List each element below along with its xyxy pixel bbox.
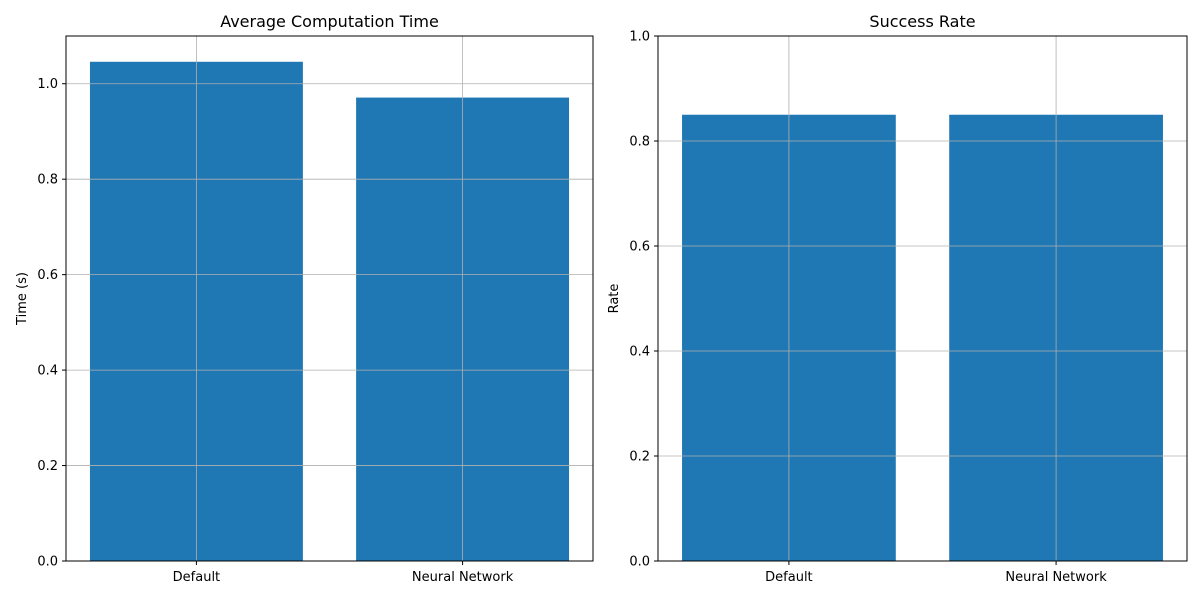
y-tick-label-0-2: 0.4 [37, 364, 58, 379]
x-tick-label-0-0: Default [173, 570, 221, 585]
chart-title-0: Average Computation Time [220, 12, 439, 31]
y-axis-label-0: Time (s) [15, 272, 30, 326]
y-tick-label-1-1: 0.2 [629, 450, 650, 465]
chart-title-1: Success Rate [869, 12, 975, 31]
x-tick-label-1-0: Default [765, 570, 813, 585]
y-tick-label-1-4: 0.8 [629, 135, 650, 150]
y-tick-label-0-0: 0.0 [37, 555, 58, 570]
axes-frame-1 [657, 35, 1188, 562]
x-tick-label-1-1: Neural Network [1005, 570, 1107, 585]
axes-frame-0 [65, 35, 594, 562]
y-axis-label-1: Rate [607, 284, 622, 314]
y-tick-label-0-4: 0.8 [37, 173, 58, 188]
y-tick-label-0-3: 0.6 [37, 268, 58, 283]
y-tick-label-1-0: 0.0 [629, 555, 650, 570]
y-tick-label-1-3: 0.6 [629, 240, 650, 255]
y-tick-label-0-5: 1.0 [37, 77, 58, 92]
y-tick-label-1-2: 0.4 [629, 345, 650, 360]
x-tick-label-0-1: Neural Network [412, 570, 514, 585]
y-tick-label-1-5: 1.0 [629, 30, 650, 45]
y-tick-label-0-1: 0.2 [37, 459, 58, 474]
